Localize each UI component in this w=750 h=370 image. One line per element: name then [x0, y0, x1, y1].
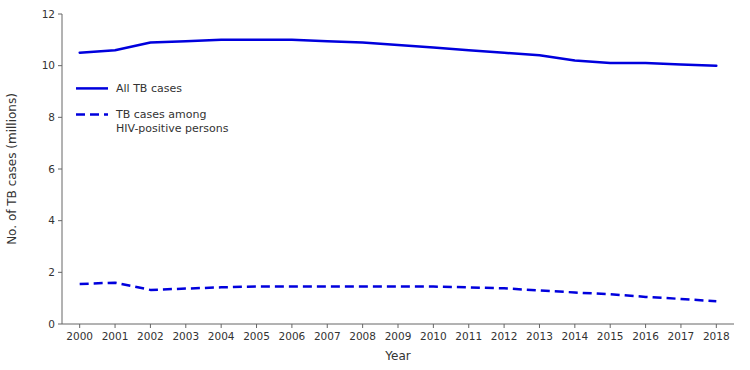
y-tick-label: 12 — [42, 8, 55, 20]
legend-swatch — [76, 87, 108, 90]
y-tick — [58, 169, 62, 170]
x-tick-label: 2003 — [172, 330, 199, 342]
x-tick-label: 2010 — [420, 330, 447, 342]
series-line — [80, 283, 717, 302]
legend-label-line: All TB cases — [116, 82, 182, 95]
x-tick — [680, 324, 681, 328]
x-tick — [539, 324, 540, 328]
y-tick — [58, 324, 62, 325]
x-tick — [433, 324, 434, 328]
x-tick — [79, 324, 80, 328]
x-tick — [150, 324, 151, 328]
x-tick — [716, 324, 717, 328]
legend-swatch — [76, 113, 108, 116]
x-tick-label: 2012 — [491, 330, 518, 342]
x-tick-label: 2002 — [137, 330, 164, 342]
legend-label: TB cases amongHIV-positive persons — [115, 108, 229, 135]
legend: All TB cases TB cases amongHIV-positive p… — [76, 82, 229, 135]
chart-container: 2000 2001 2002 2003 2004 2005 2006 2007 2008 2009… — [0, 0, 750, 370]
x-tick-label: 2008 — [349, 330, 376, 342]
y-tick — [58, 220, 62, 221]
y-tick-label: 2 — [48, 266, 55, 278]
x-tick — [468, 324, 469, 328]
x-tick — [256, 324, 257, 328]
x-tick — [291, 324, 292, 328]
y-axis-label: No. of TB cases (millions) — [5, 93, 19, 245]
x-tick-label: 2011 — [455, 330, 482, 342]
x-tick-label: 2006 — [279, 330, 306, 342]
series-line — [80, 40, 717, 66]
y-tick-label: 4 — [48, 214, 55, 226]
x-tick — [645, 324, 646, 328]
y-tick-label: 0 — [48, 318, 55, 330]
x-tick-label: 2001 — [102, 330, 129, 342]
x-tick-label: 2013 — [526, 330, 553, 342]
legend-label: All TB cases — [116, 82, 182, 95]
x-tick — [362, 324, 363, 328]
legend-label-line: HIV-positive persons — [116, 122, 229, 135]
x-tick — [221, 324, 222, 328]
x-tick — [398, 324, 399, 328]
x-tick — [327, 324, 328, 328]
y-tick-label: 8 — [48, 111, 55, 123]
x-tick — [115, 324, 116, 328]
x-tick — [610, 324, 611, 328]
legend-label-line: TB cases among — [115, 108, 206, 121]
x-tick-label: 2000 — [66, 330, 93, 342]
x-tick-label: 2009 — [385, 330, 412, 342]
x-tick — [574, 324, 575, 328]
x-tick-label: 2015 — [597, 330, 624, 342]
x-tick-label: 2014 — [561, 330, 588, 342]
y-tick — [58, 272, 62, 273]
data-lines — [80, 40, 717, 301]
x-axis-label: Year — [384, 349, 410, 363]
x-tick-label: 2018 — [703, 330, 730, 342]
x-tick — [504, 324, 505, 328]
x-tick — [185, 324, 186, 328]
chart-svg: 2000 2001 2002 2003 2004 2005 2006 2007 2008 2009… — [0, 0, 750, 370]
y-tick-label: 6 — [48, 163, 55, 175]
y-tick — [58, 14, 62, 15]
y-tick-label: 10 — [42, 59, 55, 71]
x-tick-label: 2017 — [668, 330, 695, 342]
x-tick-label: 2005 — [243, 330, 270, 342]
y-tick — [58, 65, 62, 66]
axes: 2000 2001 2002 2003 2004 2005 2006 2007 2008 2009… — [42, 8, 734, 343]
x-tick-label: 2016 — [632, 330, 659, 342]
y-tick — [58, 117, 62, 118]
x-tick-label: 2004 — [208, 330, 235, 342]
x-tick-label: 2007 — [314, 330, 341, 342]
